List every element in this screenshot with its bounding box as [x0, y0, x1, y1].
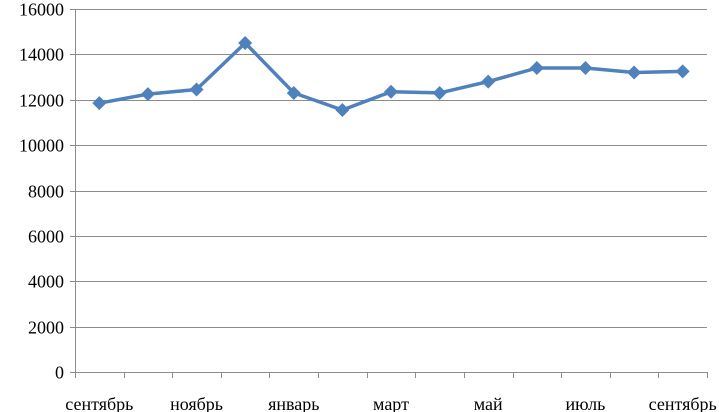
y-tick-label: 8000 — [28, 182, 64, 202]
data-point-marker — [384, 84, 398, 99]
y-tick-label: 0 — [55, 363, 64, 383]
x-tick-label: сентябрь — [649, 394, 717, 412]
y-tick-label: 12000 — [19, 91, 64, 111]
y-tick-label: 2000 — [28, 318, 64, 338]
x-axis-ticks: сентябрь ноябрь январь март май июль сентябрь — [65, 372, 717, 412]
chart-axes — [75, 9, 707, 373]
x-tick-label: сентябрь — [65, 394, 133, 412]
x-tick-label: май — [474, 394, 503, 412]
x-tick-label: июль — [566, 394, 606, 412]
data-point-marker — [189, 82, 204, 97]
data-point-marker — [92, 96, 107, 111]
series-group — [92, 36, 690, 117]
data-point-marker — [432, 85, 447, 100]
x-tick-label: март — [373, 394, 409, 412]
data-point-marker — [238, 36, 253, 51]
data-point-marker — [529, 60, 544, 75]
data-point-marker — [578, 60, 593, 75]
data-point-marker — [675, 64, 690, 79]
x-tick-label: январь — [268, 394, 319, 412]
y-tick-label: 16000 — [19, 0, 64, 20]
x-tick-label: ноябрь — [170, 394, 223, 412]
y-tick-label: 6000 — [28, 227, 64, 247]
data-point-marker — [627, 65, 642, 80]
y-axis-ticks: 0 2000 4000 6000 8000 10000 12000 14000 16000 — [19, 0, 75, 383]
grid-lines — [75, 9, 707, 328]
data-point-marker — [335, 102, 350, 117]
y-tick-label: 10000 — [19, 136, 64, 156]
data-point-marker — [140, 87, 155, 102]
data-point-marker — [481, 74, 496, 89]
y-tick-label: 14000 — [19, 45, 64, 65]
y-tick-label: 4000 — [28, 272, 64, 292]
series-line — [97, 41, 685, 112]
data-point-marker — [286, 85, 301, 100]
